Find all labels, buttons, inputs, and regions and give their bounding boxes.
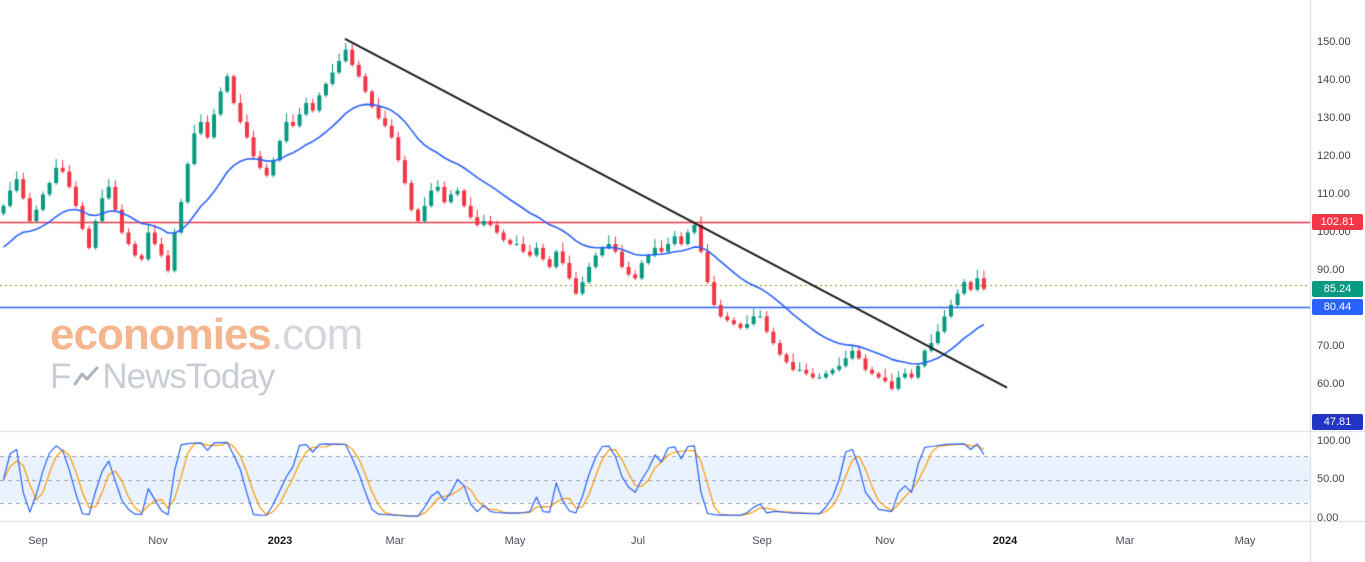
support-price-badge: 80.44 — [1312, 299, 1363, 316]
price-axis[interactable]: 150.00 140.00 130.00 120.00 110.00 100.0… — [1310, 0, 1365, 562]
time-label: May — [504, 535, 526, 547]
oscillator-tick: 100.00 — [1317, 434, 1351, 447]
price-tick: 130.00 — [1317, 111, 1351, 124]
time-label: Sep — [28, 535, 48, 547]
time-label: Jul — [630, 535, 646, 547]
lower-level-price-badge: 47.81 — [1312, 414, 1363, 430]
time-label: Mar — [1115, 535, 1135, 547]
oscillator-tick: 50.00 — [1317, 473, 1345, 485]
oscillator-tick: 0.00 — [1317, 511, 1339, 524]
time-label: Nov — [148, 535, 168, 547]
price-tick: 110.00 — [1317, 187, 1350, 200]
time-label: 2024 — [992, 535, 1018, 547]
price-tick: 70.00 — [1317, 340, 1345, 353]
price-tick: 150.00 — [1317, 35, 1351, 48]
time-label: Nov — [875, 535, 895, 547]
last-price-badge: 85.24 — [1312, 280, 1363, 297]
price-tick: 120.00 — [1317, 149, 1351, 162]
price-tick: 140.00 — [1317, 73, 1351, 86]
price-tick: 90.00 — [1317, 264, 1345, 277]
time-label: Sep — [752, 535, 772, 547]
time-axis[interactable]: Sep Nov 2023 Mar May Jul Sep Nov 2024 Ma… — [0, 522, 1310, 562]
time-label: Mar — [385, 535, 405, 547]
price-tick: 60.00 — [1317, 378, 1345, 391]
resistance-price-badge: 102.81 — [1312, 213, 1363, 230]
time-label: 2023 — [267, 535, 293, 547]
time-label: May — [1234, 535, 1256, 547]
